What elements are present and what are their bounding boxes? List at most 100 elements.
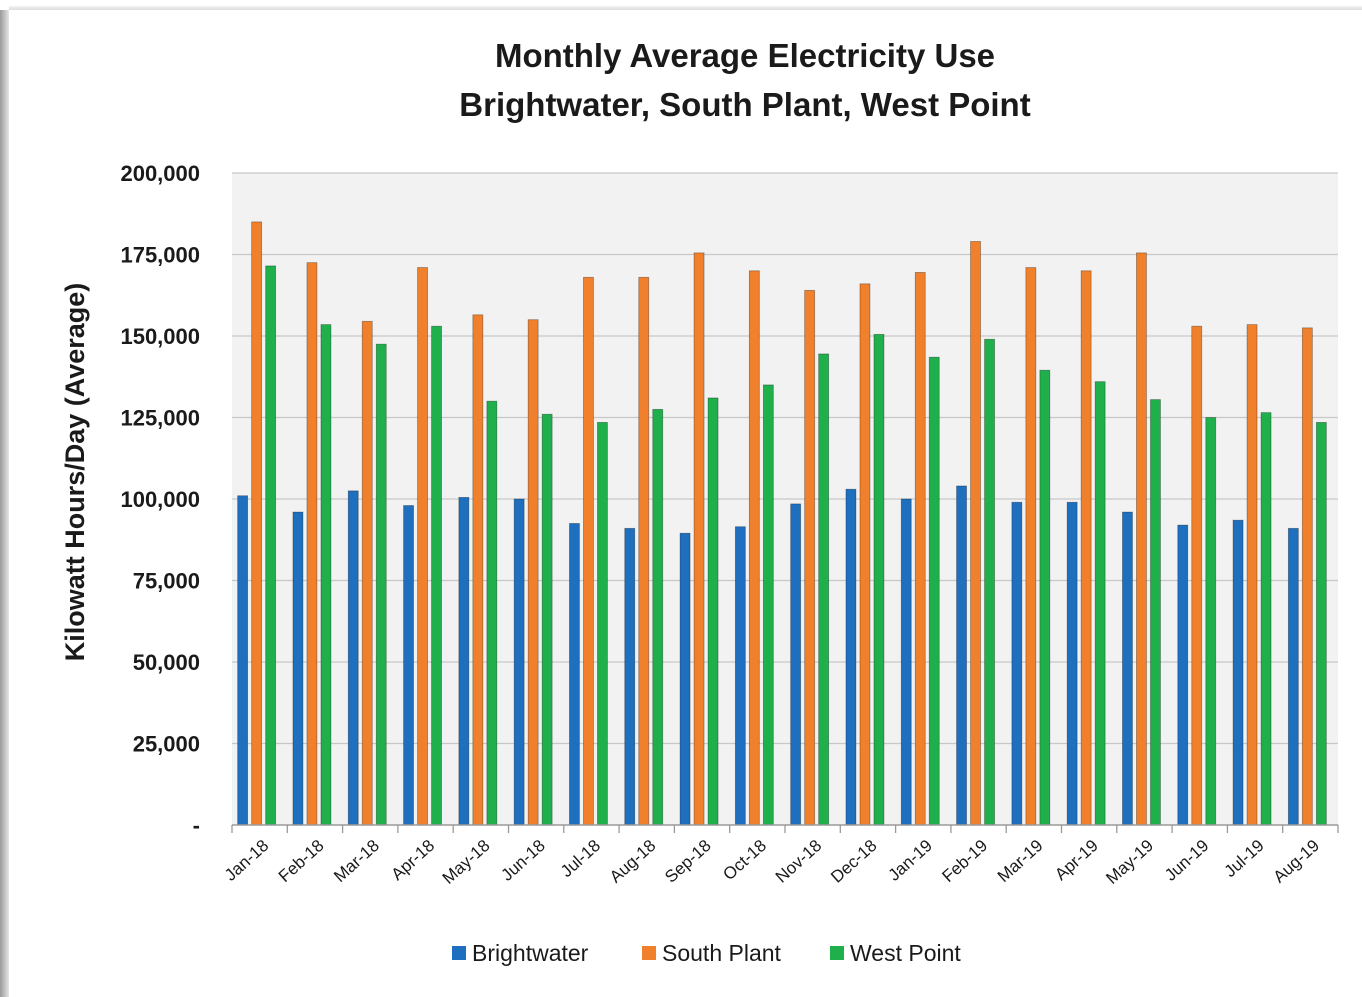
bar-brightwater xyxy=(1287,527,1299,826)
x-tick-label: Mar-19 xyxy=(994,836,1047,886)
bar-west-point xyxy=(928,356,940,826)
bar-south-plant xyxy=(1246,324,1258,826)
y-tick-label: 75,000 xyxy=(133,569,200,594)
y-axis-ticks: - 25,000 50,000 75,000 100,000 125,000 150,000… xyxy=(120,161,200,838)
x-tick-label: Jul-19 xyxy=(1221,836,1268,881)
bar-brightwater xyxy=(1177,524,1189,826)
bar-brightwater xyxy=(790,503,802,826)
x-tick-label: Jun-18 xyxy=(497,836,548,885)
y-axis-label: Kilowatt Hours/Day (Average) xyxy=(60,283,90,662)
x-tick-label: Jul-18 xyxy=(557,836,604,881)
y-tick-label: 125,000 xyxy=(120,406,200,431)
bar-west-point xyxy=(818,353,830,826)
x-tick-label: Jun-19 xyxy=(1161,836,1212,885)
bar-south-plant xyxy=(638,276,650,826)
x-axis-ticks: Jan-18 Feb-18 Mar-18 Apr-18 May-18 Jun-18 Jul-… xyxy=(221,836,1323,888)
x-tick-label: Oct-18 xyxy=(719,836,770,884)
bar-south-plant xyxy=(1025,267,1037,826)
bar-west-point xyxy=(1094,381,1106,826)
bar-brightwater xyxy=(513,498,525,826)
x-tick-label: May-19 xyxy=(1102,836,1157,888)
bar-brightwater xyxy=(403,505,414,826)
y-tick-label: 200,000 xyxy=(120,161,200,186)
bar-west-point xyxy=(652,408,664,826)
chart-title: Monthly Average Electricity Use xyxy=(495,37,995,74)
bar-brightwater xyxy=(900,498,912,826)
x-tick-label: Mar-18 xyxy=(330,836,383,886)
x-tick-label: May-18 xyxy=(439,836,494,888)
legend-label: Brightwater xyxy=(472,940,589,966)
y-tick-label: 150,000 xyxy=(120,324,200,349)
chart-subtitle: Brightwater, South Plant, West Point xyxy=(459,86,1030,123)
bar-brightwater xyxy=(734,526,746,826)
bar-west-point xyxy=(707,397,719,826)
legend-swatch xyxy=(642,946,656,960)
bar-west-point xyxy=(486,400,498,826)
bar-south-plant xyxy=(1136,252,1147,826)
x-tick-label: Dec-18 xyxy=(827,836,880,887)
bar-west-point xyxy=(1150,399,1161,826)
bar-brightwater xyxy=(458,496,470,826)
bar-west-point xyxy=(431,325,442,826)
bar-south-plant xyxy=(1080,270,1092,826)
x-tick-label: Jan-18 xyxy=(221,836,272,885)
bar-south-plant xyxy=(748,270,760,826)
frame-shadow-left xyxy=(0,10,9,997)
bar-west-point xyxy=(1205,417,1217,826)
bar-south-plant xyxy=(693,252,705,826)
bar-west-point xyxy=(265,265,277,826)
y-tick-label: 25,000 xyxy=(133,732,200,757)
x-tick-label: Apr-18 xyxy=(388,836,439,884)
bar-south-plant xyxy=(472,314,484,826)
x-tick-label: Nov-18 xyxy=(772,836,825,887)
legend: Brightwater South Plant West Point xyxy=(452,940,961,966)
frame-shadow-top xyxy=(9,6,1362,10)
bar-west-point xyxy=(873,333,885,826)
bar-brightwater xyxy=(237,495,249,826)
bar-south-plant xyxy=(804,289,816,826)
bar-west-point xyxy=(375,343,387,826)
x-axis xyxy=(231,824,1339,833)
bar-south-plant xyxy=(583,276,594,826)
bar-west-point xyxy=(984,338,995,826)
bar-brightwater xyxy=(1066,501,1078,826)
bar-south-plant xyxy=(914,272,926,826)
bar-west-point xyxy=(762,384,774,826)
x-tick-label: Aug-19 xyxy=(1270,836,1323,887)
y-tick-label: 100,000 xyxy=(120,487,200,512)
bar-west-point xyxy=(320,324,332,826)
y-tick-label: - xyxy=(193,813,200,838)
bar-brightwater xyxy=(292,511,304,826)
bar-brightwater xyxy=(624,527,636,826)
legend-swatch xyxy=(830,946,844,960)
bar-south-plant xyxy=(970,241,981,826)
legend-swatch xyxy=(452,946,466,960)
bar-south-plant xyxy=(417,267,428,826)
bar-brightwater xyxy=(347,490,359,826)
bar-west-point xyxy=(1315,421,1327,826)
bar-brightwater xyxy=(1122,511,1133,826)
bar-brightwater xyxy=(679,532,691,826)
y-tick-label: 50,000 xyxy=(133,650,200,675)
bar-south-plant xyxy=(1301,327,1313,826)
bar-south-plant xyxy=(306,262,318,826)
bar-south-plant xyxy=(361,320,373,826)
x-tick-label: Sep-18 xyxy=(661,836,714,887)
bar-south-plant xyxy=(251,221,263,826)
bar-brightwater xyxy=(956,485,967,826)
x-tick-label: Feb-19 xyxy=(938,836,991,886)
bar-west-point xyxy=(1260,412,1272,826)
x-tick-label: Feb-18 xyxy=(275,836,328,886)
bar-west-point xyxy=(541,413,553,826)
bars xyxy=(237,221,1327,826)
bar-south-plant xyxy=(527,319,539,826)
bar-south-plant xyxy=(859,283,871,826)
x-tick-label: Aug-18 xyxy=(606,836,659,887)
legend-label: West Point xyxy=(850,940,961,966)
bar-south-plant xyxy=(1191,325,1203,826)
bar-west-point xyxy=(1039,369,1051,826)
y-tick-label: 175,000 xyxy=(120,243,200,268)
bar-brightwater xyxy=(1232,519,1244,826)
